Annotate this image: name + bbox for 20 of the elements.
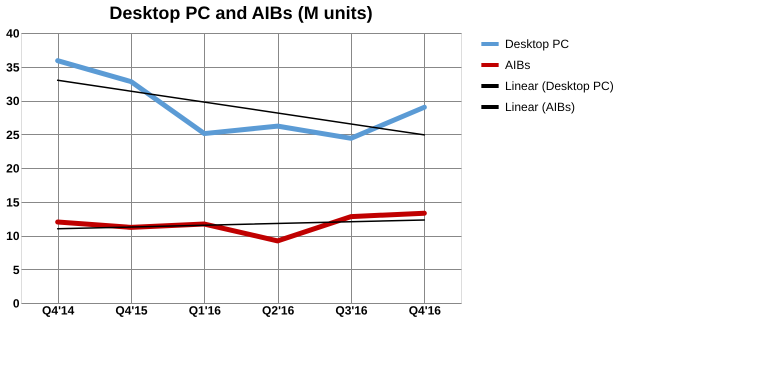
y-tick-label: 10	[6, 229, 20, 243]
legend-label: Linear (AIBs)	[505, 100, 576, 114]
y-tick-label: 35	[6, 60, 20, 74]
y-tick-label: 20	[6, 162, 20, 176]
y-tick-label: 5	[12, 262, 20, 277]
y-tick-label: 40	[6, 26, 20, 40]
legend-label: AIBs	[505, 58, 530, 72]
y-tick-label: 15	[6, 195, 20, 210]
x-tick-label: Q1'16	[188, 304, 222, 318]
x-tick-label: Q3'16	[335, 304, 368, 318]
chart-title: Desktop PC and AIBs (M units)	[109, 3, 373, 23]
legend-label: Linear (Desktop PC)	[505, 79, 614, 93]
y-tick-label: 30	[6, 94, 20, 108]
x-tick-label: Q2'16	[262, 304, 295, 318]
legend-label: Desktop PC	[505, 37, 570, 51]
x-tick-label: Q4'15	[115, 304, 148, 318]
y-tick-label: 0	[12, 296, 20, 310]
x-tick-label: Q4'16	[408, 304, 442, 318]
y-tick-label: 25	[6, 128, 20, 142]
x-tick-label: Q4'14	[42, 304, 75, 318]
